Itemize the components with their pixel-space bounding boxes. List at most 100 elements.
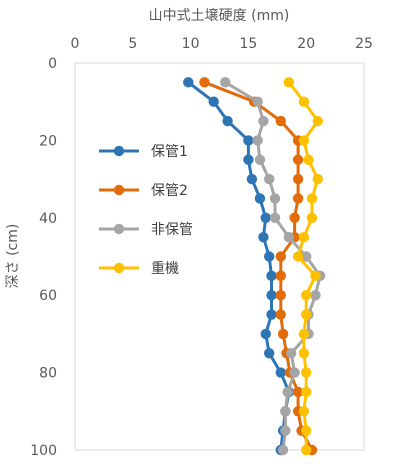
data-point: [254, 154, 266, 165]
legend-item: 保管2: [99, 183, 188, 199]
data-point: [312, 115, 323, 127]
y-tick-label: 100: [30, 443, 57, 459]
data-point: [298, 348, 310, 359]
data-point: [298, 96, 310, 107]
data-point: [269, 212, 281, 223]
legend-item: 重機: [99, 261, 179, 277]
series-group: [283, 77, 323, 456]
legend-item: 非保管: [99, 222, 193, 238]
data-point: [275, 270, 286, 282]
data-point: [292, 251, 304, 262]
data-point: [266, 270, 277, 282]
data-point: [266, 290, 277, 301]
data-point: [275, 309, 286, 320]
data-point: [301, 425, 312, 436]
data-point: [306, 193, 318, 204]
y-tick-label: 80: [39, 366, 57, 382]
x-tick-label: 5: [128, 36, 137, 52]
data-point: [222, 115, 233, 127]
x-tick-label: 15: [239, 36, 257, 52]
y-tick-label: 40: [39, 211, 57, 227]
legend-label: 保管2: [151, 183, 188, 199]
x-axis-ticks: 0 5 10 15 20 25: [71, 36, 373, 52]
data-point: [282, 386, 293, 398]
plot-area-border: [74, 62, 365, 451]
y-tick-label: 20: [39, 133, 57, 149]
data-point: [298, 328, 310, 340]
data-point: [243, 154, 254, 165]
data-point: [303, 154, 314, 165]
data-point: [312, 173, 323, 185]
data-point: [199, 77, 210, 88]
data-point: [310, 270, 321, 282]
data-point: [301, 290, 312, 301]
data-point: [306, 212, 318, 223]
x-axis-title: 山中式土壌硬度 (mm): [149, 8, 290, 24]
data-point: [285, 348, 297, 359]
series-group: [220, 77, 326, 456]
data-point: [258, 231, 269, 243]
data-point: [298, 406, 310, 417]
data-point: [277, 328, 289, 340]
data-point: [264, 173, 275, 185]
data-point: [264, 251, 275, 262]
x-tick-label: 0: [71, 36, 80, 52]
series-layer: [183, 77, 326, 456]
data-point: [292, 193, 304, 204]
legend-label: 保管1: [151, 144, 188, 160]
data-point: [258, 115, 269, 127]
data-point: [277, 444, 289, 456]
data-point: [301, 367, 312, 378]
legend-swatch-marker: [113, 145, 125, 157]
legend-label: 重機: [151, 261, 179, 277]
y-axis-ticks: 0 20 40 60 80 100: [30, 56, 57, 459]
x-tick-label: 20: [297, 36, 315, 52]
data-point: [260, 212, 271, 223]
data-point: [301, 444, 312, 456]
data-point: [260, 328, 271, 340]
legend-label: 非保管: [151, 222, 193, 238]
y-tick-label: 0: [48, 56, 57, 72]
data-point: [275, 251, 286, 262]
data-point: [292, 173, 304, 185]
data-point: [254, 193, 266, 204]
y-axis-title: 深さ (cm): [5, 224, 21, 289]
legend-swatch-marker: [113, 262, 125, 274]
data-point: [292, 386, 304, 398]
data-point: [269, 193, 281, 204]
data-point: [208, 96, 219, 107]
data-point: [298, 135, 310, 146]
data-point: [289, 367, 300, 378]
legend-swatch-marker: [113, 223, 125, 235]
data-point: [301, 386, 312, 398]
data-point: [280, 425, 291, 436]
data-point: [301, 309, 312, 320]
data-point: [292, 154, 304, 165]
data-point: [183, 77, 194, 88]
data-point: [275, 115, 286, 127]
data-point: [301, 251, 312, 262]
data-point: [252, 135, 263, 146]
data-point: [298, 231, 310, 243]
data-point: [220, 77, 231, 88]
data-point: [246, 173, 258, 185]
data-point: [275, 367, 286, 378]
x-tick-label: 10: [182, 36, 200, 52]
data-point: [266, 309, 277, 320]
data-point: [283, 231, 295, 243]
data-point: [264, 348, 275, 359]
data-point: [310, 290, 321, 301]
x-tick-label: 25: [355, 36, 373, 52]
data-point: [243, 135, 254, 146]
legend-swatch-marker: [113, 184, 125, 196]
legend-item: 保管1: [99, 144, 188, 160]
y-tick-label: 60: [39, 288, 57, 304]
data-point: [252, 96, 263, 107]
data-point: [280, 406, 291, 417]
data-point: [289, 212, 300, 223]
data-point: [283, 77, 295, 88]
data-point: [275, 290, 286, 301]
